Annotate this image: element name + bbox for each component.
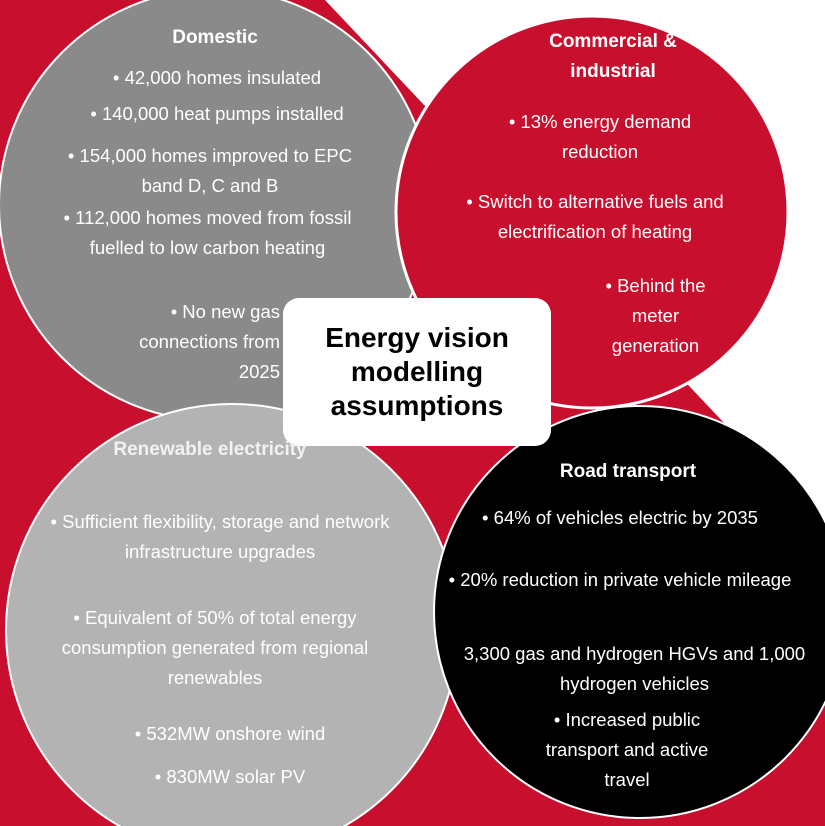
- circle-title: Renewable electricity: [113, 439, 307, 460]
- bullet: • Equivalent of 50% of total energy cons…: [61, 607, 369, 688]
- center-title: Energy vision modelling assumptions: [283, 298, 551, 446]
- bullet: • Sufficient flexibility, storage and ne…: [50, 511, 390, 562]
- bullet: • No new gas connections from 2025: [139, 301, 280, 382]
- center-title-text: Energy vision modelling assumptions: [325, 322, 509, 421]
- bullet: • 154,000 homes improved to EPC band D, …: [67, 145, 353, 196]
- bullet: • 64% of vehicles electric by 2035: [482, 507, 758, 528]
- bullet: • Increased public transport and active …: [545, 709, 709, 790]
- bullet: • 140,000 heat pumps installed: [90, 103, 344, 124]
- bullet: 3,300 gas and hydrogen HGVs and 1,000 hy…: [463, 643, 806, 694]
- bullet: • 13% energy demand reduction: [508, 111, 692, 162]
- bullet: • 830MW solar PV: [154, 766, 306, 787]
- bullet: • 20% reduction in private vehicle milea…: [448, 569, 792, 590]
- bullet: • Behind the meter generation: [605, 275, 706, 356]
- circle-title: Commercial & industrial: [549, 31, 677, 82]
- bullet: • 42,000 homes insulated: [112, 67, 322, 88]
- circle-title: Domestic: [172, 27, 258, 48]
- road-circle: [433, 405, 825, 819]
- circle-title: Road transport: [559, 461, 697, 482]
- bullet: • 532MW onshore wind: [134, 723, 326, 744]
- bullet: • 112,000 homes moved from fossil fuelle…: [63, 207, 352, 258]
- bullet: • Switch to alternative fuels and electr…: [466, 191, 724, 242]
